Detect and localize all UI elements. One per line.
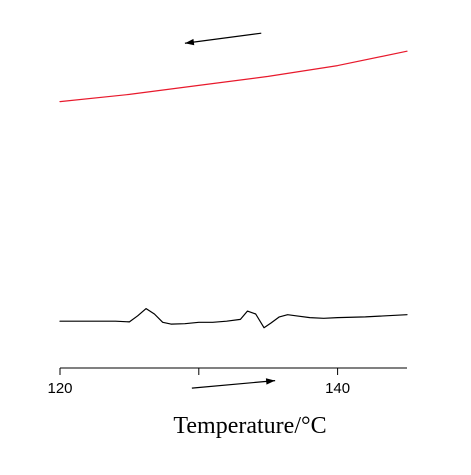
arrow-head <box>265 378 276 385</box>
arrow-head <box>184 38 195 46</box>
x-tick-layer: 120 140 <box>47 368 350 397</box>
arrow-shaft <box>191 380 276 389</box>
direction-arrow-1 <box>184 32 262 46</box>
x-tick-label: 140 <box>325 380 350 397</box>
series-layer <box>59 50 408 329</box>
series-line-heating <box>59 308 408 329</box>
plot-area <box>59 32 408 389</box>
x-tick-label: 120 <box>47 380 72 397</box>
arrow-layer <box>184 32 276 389</box>
series-line-cooling <box>59 50 408 103</box>
x-axis: 120 140 Temperature/°C <box>47 367 407 439</box>
x-axis-title: Temperature/°C <box>173 413 326 439</box>
direction-arrow-2 <box>191 378 276 389</box>
arrow-shaft <box>184 32 262 44</box>
